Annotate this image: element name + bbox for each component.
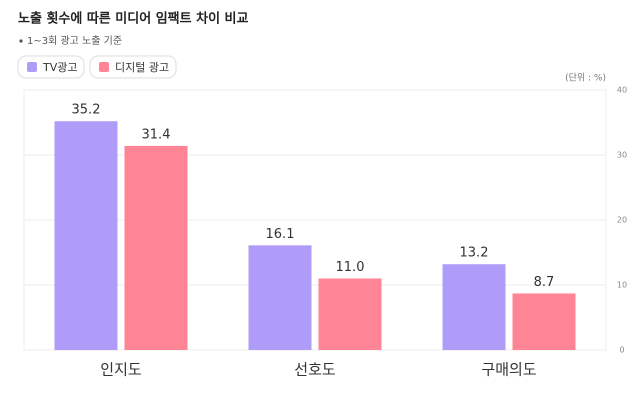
chart-title: 노출 횟수에 따른 미디어 임팩트 차이 비교 [18,11,249,27]
legend-item[interactable] [17,55,85,79]
x-tick-label: 구매의도 [481,361,536,379]
legend-item[interactable] [89,55,177,79]
value-label: 11.0 [336,260,365,275]
y-tick-label: 0 [619,346,624,355]
value-label: 13.2 [460,246,489,261]
bar [442,264,506,350]
value-label: 31.4 [142,127,171,142]
value-label: 16.1 [266,227,295,242]
y-tick-label: 40 [617,86,627,95]
value-label: 35.2 [72,103,101,118]
x-tick-label: 선호도 [294,361,336,379]
legend-swatch [27,62,37,72]
chart-subtitle: 1~3회 광고 노출 기준 [27,35,122,47]
bar [512,293,576,350]
y-tick-label: 10 [617,281,627,290]
y-tick-label: 20 [617,216,627,225]
x-tick-label: 인지도 [100,361,142,379]
legend-label: 디지털 광고 [115,61,169,74]
bar [318,278,382,350]
bar [54,121,118,350]
bar [248,245,312,350]
value-label: 8.7 [534,275,555,290]
legend-label: TV광고 [42,61,77,74]
y-tick-label: 30 [617,151,627,160]
unit-label: (단위 : %) [565,73,606,84]
bar [124,145,188,350]
bullet [19,39,23,43]
legend-swatch [99,62,109,72]
